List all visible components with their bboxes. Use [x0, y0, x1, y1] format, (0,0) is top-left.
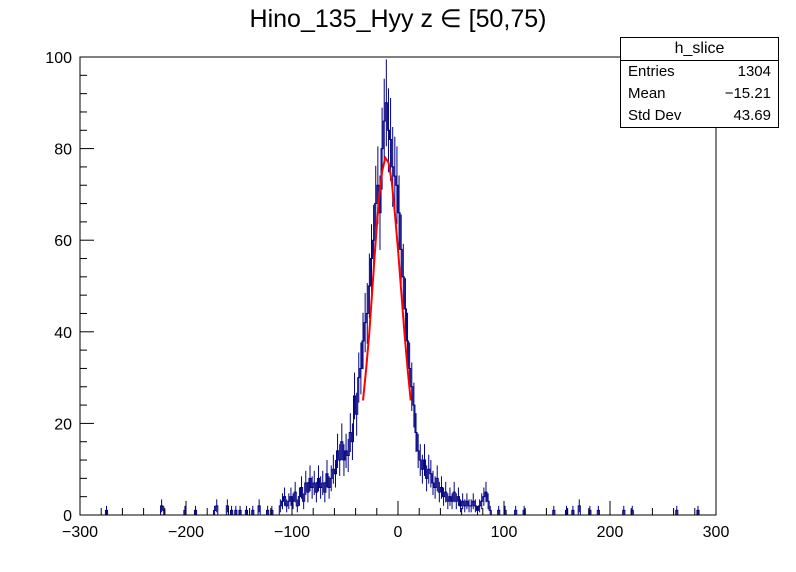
stats-key: Mean [628, 85, 666, 102]
stats-box-name: h_slice [621, 38, 778, 61]
chart-marks [104, 59, 700, 515]
stats-value: −15.21 [724, 85, 771, 102]
x-tick-label: 300 [703, 524, 730, 541]
x-axis: −300 −200 −100 0 100 200 300 [62, 501, 729, 541]
x-tick-label: −100 [274, 524, 310, 541]
y-tick-label: 20 [54, 416, 72, 433]
stats-key: Std Dev [628, 107, 682, 124]
x-tick-label: 0 [394, 524, 403, 541]
stats-key: Entries [628, 63, 675, 80]
chart-title: Hino_135_Hyy z ∈ [50,75) [249, 5, 547, 33]
fit-curve [362, 155, 412, 401]
stats-row-mean: Mean −15.21 [621, 83, 778, 105]
x-tick-label: −200 [168, 524, 204, 541]
x-tick-label: 200 [597, 524, 624, 541]
stats-box: h_slice Entries 1304 Mean −15.21 Std Dev… [620, 37, 779, 128]
stats-value: 43.69 [733, 107, 771, 124]
x-tick-label: 100 [491, 524, 518, 541]
stats-row-std-dev: Std Dev 43.69 [621, 105, 778, 127]
y-tick-label: 0 [63, 508, 72, 525]
x-tick-label: −300 [62, 524, 98, 541]
stats-value: 1304 [737, 63, 771, 80]
y-tick-label: 100 [45, 50, 72, 67]
stats-row-entries: Entries 1304 [621, 61, 778, 83]
y-axis: 0 20 40 60 80 100 [45, 50, 94, 525]
y-tick-label: 60 [54, 233, 72, 250]
y-tick-label: 80 [54, 142, 72, 159]
y-tick-label: 40 [54, 325, 72, 342]
